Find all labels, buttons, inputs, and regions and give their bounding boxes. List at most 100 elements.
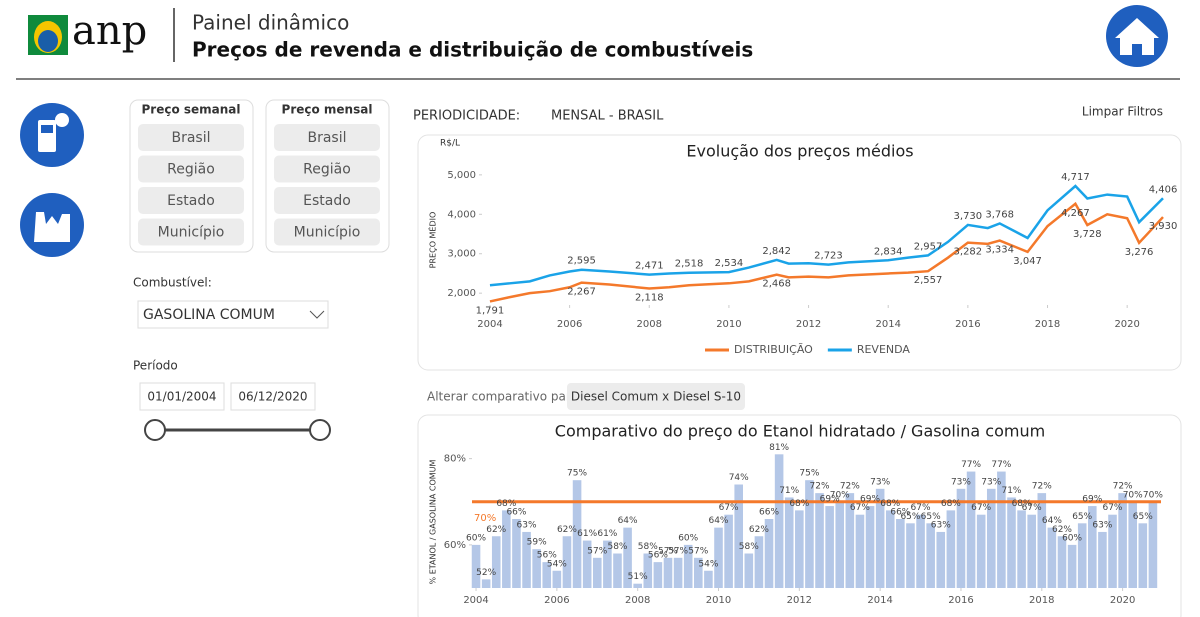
data-label: 69% [860, 495, 880, 505]
slicer-button[interactable] [274, 187, 380, 214]
periodicity-label: PERIODICIDADE: [413, 109, 520, 124]
slicer-button[interactable] [274, 124, 380, 151]
x-tick-label: 2020 [1110, 595, 1135, 606]
slicer-option[interactable]: Região [167, 162, 215, 178]
threshold-label: 70% [474, 513, 496, 524]
data-label: 69% [1082, 495, 1102, 505]
data-label: 58% [607, 542, 627, 552]
bar [946, 510, 956, 588]
start-date[interactable]: 01/01/2004 [147, 390, 216, 404]
data-label: 51% [628, 572, 648, 582]
bar [865, 506, 875, 588]
logo-text: anp [72, 8, 147, 54]
bar [532, 549, 541, 588]
x-tick-label: 2010 [706, 595, 731, 606]
period-label: Período [133, 359, 178, 373]
title: Painel dinâmico [192, 11, 349, 35]
slicer-option[interactable]: Brasil [171, 130, 210, 146]
slicer-button[interactable] [138, 218, 244, 246]
data-label: 2,518 [675, 259, 704, 270]
date-box[interactable] [139, 382, 225, 411]
date-box[interactable] [230, 382, 316, 411]
slicer-button[interactable] [138, 155, 244, 183]
bar [572, 480, 582, 588]
y-axis-label: PREÇO MÉDIO [427, 212, 438, 269]
data-label: 3,730 [954, 211, 983, 222]
data-label: 71% [1001, 486, 1021, 496]
data-label: 62% [749, 525, 769, 535]
data-label: 2,267 [567, 287, 596, 298]
data-label: 66% [890, 508, 910, 518]
bar [805, 480, 814, 588]
data-label: 62% [1052, 525, 1072, 535]
slicer-option[interactable]: Município [158, 225, 225, 241]
slicer-title: Preço semanal [141, 103, 240, 117]
bar [936, 531, 946, 588]
x-tick-label: 2020 [1114, 319, 1139, 330]
slicer-button[interactable] [138, 187, 244, 214]
data-label: 77% [961, 460, 981, 470]
data-label: 73% [981, 477, 1001, 487]
data-label: 2,471 [635, 261, 664, 272]
data-label: 67% [1102, 503, 1122, 513]
data-label: 68% [941, 499, 961, 509]
data-label: 3,930 [1149, 221, 1178, 232]
slider-handle[interactable] [309, 419, 331, 441]
data-label: 60% [678, 533, 698, 543]
data-label: 72% [840, 482, 860, 492]
x-tick-label: 2014 [875, 319, 900, 330]
data-label: 62% [557, 525, 577, 535]
data-label: 1,791 [476, 305, 505, 316]
comparison-label: Alterar comparativo para: [427, 390, 582, 404]
bar [875, 488, 885, 588]
bar [1098, 531, 1107, 588]
x-tick-label: 2012 [796, 319, 821, 330]
bar [855, 514, 865, 588]
data-label: 62% [486, 525, 506, 535]
data-label: 81% [769, 443, 789, 453]
bar [491, 536, 501, 588]
fuel-label: Combustível: [133, 276, 212, 290]
slicer-option[interactable]: Estado [167, 193, 215, 209]
home-button[interactable] [1106, 5, 1168, 67]
bar [562, 536, 572, 588]
bar [1118, 493, 1127, 588]
logo: anp [28, 8, 147, 55]
comparison-button-text[interactable]: Diesel Comum x Diesel S-10 [571, 390, 741, 404]
data-label: 67% [1022, 503, 1042, 513]
nav-fuel[interactable] [20, 103, 84, 167]
slicer-option[interactable]: Região [303, 162, 351, 178]
slicer-button[interactable] [274, 218, 380, 246]
end-date[interactable]: 06/12/2020 [238, 390, 307, 404]
bar [582, 540, 592, 588]
x-tick-label: 2006 [544, 595, 569, 606]
y-tick-label: 3,000 [447, 249, 476, 260]
data-label: 3,728 [1073, 229, 1102, 240]
comparison-button[interactable] [567, 383, 745, 410]
bar [633, 583, 642, 588]
data-label: 70% [1123, 490, 1143, 500]
fuel-dropdown[interactable]: GASOLINA COMUM [137, 300, 329, 329]
slicer-option[interactable]: Estado [303, 193, 351, 209]
slider-handle[interactable] [144, 419, 166, 441]
data-label: 57% [688, 546, 708, 556]
slicer-option[interactable]: Município [294, 225, 361, 241]
fuel-value[interactable]: GASOLINA COMUM [143, 307, 275, 323]
x-tick-label: 2014 [867, 595, 892, 606]
slicer-option[interactable]: Brasil [307, 130, 346, 146]
nav-refinery[interactable] [20, 193, 84, 257]
bar [825, 506, 834, 588]
slicer-button[interactable] [274, 155, 380, 183]
data-label: 60% [466, 533, 486, 543]
slicer-button[interactable] [138, 124, 244, 151]
data-label: 2,723 [814, 251, 843, 262]
line [489, 201, 1164, 303]
data-label: 58% [638, 542, 658, 552]
x-tick-label: 2004 [463, 595, 488, 606]
clear-filters[interactable]: Limpar Filtros [1082, 105, 1163, 119]
data-label: 2,595 [567, 256, 596, 267]
bar [724, 514, 733, 588]
data-label: 75% [799, 469, 819, 479]
data-label: 3,276 [1125, 247, 1154, 258]
